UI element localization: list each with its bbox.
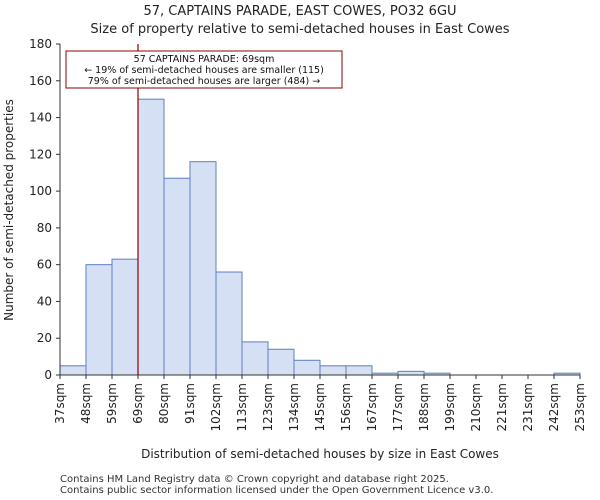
histogram-bar xyxy=(59,365,87,376)
x-tick-label: 210sqm xyxy=(469,383,483,431)
histogram-bar xyxy=(189,161,217,376)
annotation-line: ← 19% of semi-detached houses are smalle… xyxy=(84,65,324,76)
x-tick-label: 242sqm xyxy=(547,383,561,431)
x-tick-label: 145sqm xyxy=(313,383,327,431)
x-tick-label: 91sqm xyxy=(183,383,197,424)
x-tick-label: 156sqm xyxy=(339,383,353,431)
chart-title: 57, CAPTAINS PARADE, EAST COWES, PO32 6G… xyxy=(143,4,457,19)
histogram-bar xyxy=(137,98,165,376)
histogram-bar xyxy=(215,271,243,376)
histogram-bar xyxy=(163,177,191,376)
y-tick-label: 0 xyxy=(44,368,52,382)
histogram-bar xyxy=(241,341,269,376)
y-tick-label: 60 xyxy=(37,258,52,272)
annotation-box xyxy=(65,50,343,89)
x-tick-label: 37sqm xyxy=(53,383,67,424)
x-tick-label: 188sqm xyxy=(417,383,431,431)
histogram-bar xyxy=(293,359,321,376)
histogram-bar xyxy=(345,365,373,376)
histogram-bar xyxy=(319,365,347,376)
x-tick-label: 134sqm xyxy=(287,383,301,431)
y-tick-label: 80 xyxy=(37,221,52,235)
y-tick-label: 180 xyxy=(29,37,52,51)
x-tick-label: 167sqm xyxy=(365,383,379,431)
y-tick-label: 40 xyxy=(37,294,52,308)
x-tick-label: 69sqm xyxy=(131,383,145,424)
histogram-bar xyxy=(85,264,113,376)
y-tick-label: 160 xyxy=(29,74,52,88)
x-tick-label: 80sqm xyxy=(157,383,171,424)
x-tick-label: 59sqm xyxy=(105,383,119,424)
y-axis-label: Number of semi-detached properties xyxy=(2,99,16,321)
histogram-bar xyxy=(267,348,295,376)
annotation-line: 79% of semi-detached houses are larger (… xyxy=(88,76,321,87)
x-tick-label: 231sqm xyxy=(521,383,535,431)
histogram-bar xyxy=(397,370,425,376)
x-axis-label: Distribution of semi-detached houses by … xyxy=(141,447,499,461)
y-tick-label: 140 xyxy=(29,111,52,125)
y-tick-label: 20 xyxy=(37,331,52,345)
x-tick-label: 253sqm xyxy=(573,383,587,431)
x-tick-label: 48sqm xyxy=(79,383,93,424)
x-tick-label: 177sqm xyxy=(391,383,405,431)
x-tick-label: 221sqm xyxy=(495,383,509,431)
x-tick-label: 199sqm xyxy=(443,383,457,431)
annotation-line: 57 CAPTAINS PARADE: 69sqm xyxy=(134,54,275,65)
x-tick-label: 123sqm xyxy=(261,383,275,431)
y-tick-label: 100 xyxy=(29,184,52,198)
y-tick-label: 120 xyxy=(29,147,52,161)
footer-licence: Contains public sector information licen… xyxy=(60,485,494,496)
histogram-bar xyxy=(111,258,139,376)
footer-copyright: Contains HM Land Registry data © Crown c… xyxy=(60,474,449,485)
chart-subtitle: Size of property relative to semi-detach… xyxy=(90,22,510,37)
x-tick-label: 102sqm xyxy=(209,383,223,431)
x-tick-label: 113sqm xyxy=(235,383,249,431)
